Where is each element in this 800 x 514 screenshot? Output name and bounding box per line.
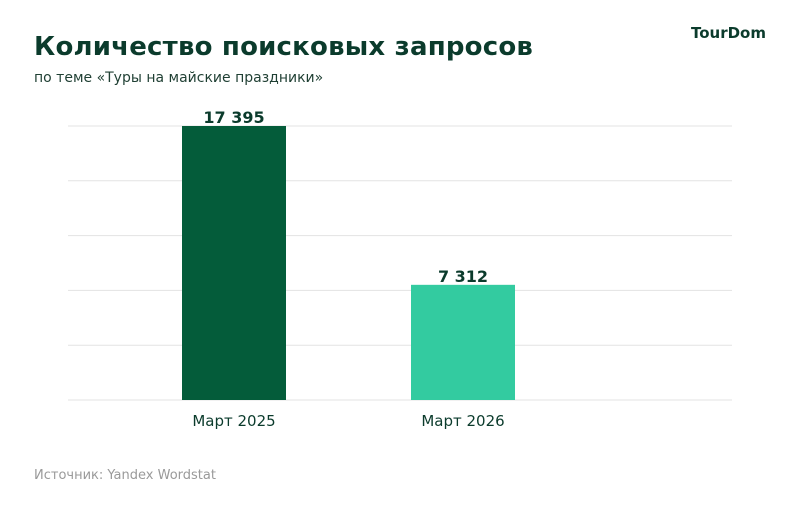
data-label: 7 312 <box>438 267 488 286</box>
x-tick-label: Март 2026 <box>421 412 504 430</box>
data-label: 17 395 <box>203 108 264 127</box>
bar <box>411 284 515 400</box>
x-tick-label: Март 2025 <box>192 412 275 430</box>
chart-subtitle: по теме «Туры на майские праздники» <box>34 70 324 86</box>
chart-title: Количество поисковых запросов <box>34 32 534 62</box>
bar <box>182 126 286 400</box>
source-note: Источник: Yandex Wordstat <box>34 468 216 483</box>
brand-logo: TourDom <box>690 24 766 42</box>
